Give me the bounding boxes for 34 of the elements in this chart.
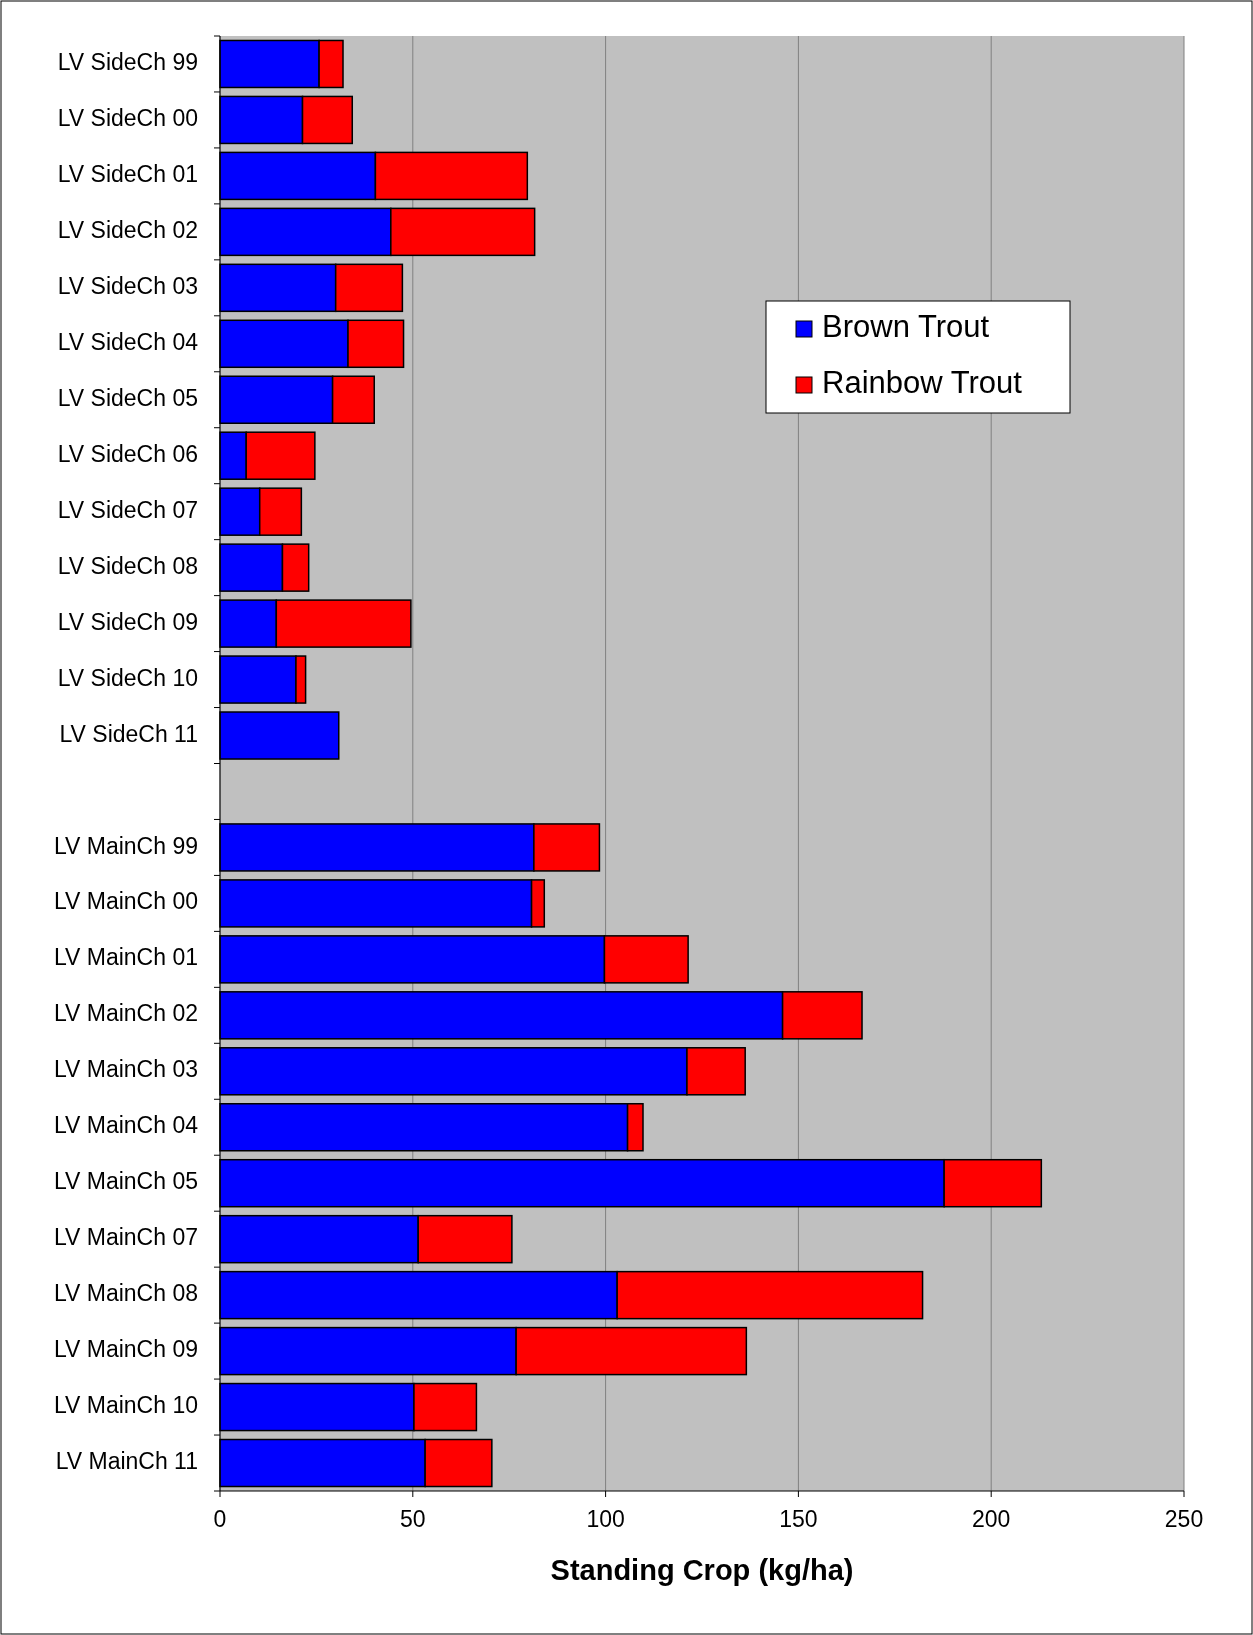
y-tick-label: LV SideCh 06 [57,440,198,467]
y-tick-label: LV SideCh 09 [57,608,198,635]
y-tick-label: LV SideCh 10 [57,664,198,691]
legend-label: Rainbow Trout [822,365,1023,401]
x-tick-label: 50 [400,1506,426,1532]
y-tick-label: LV MainCh 11 [55,1448,198,1475]
y-tick-label: LV MainCh 10 [53,1392,198,1419]
x-tick-label: 250 [1164,1506,1204,1532]
y-tick-label: LV MainCh 05 [53,1168,198,1195]
y-tick-label: LV SideCh 02 [57,216,198,243]
y-tick-label: LV MainCh 09 [53,1336,198,1363]
x-tick-label: 150 [779,1506,818,1532]
x-tick-label: 100 [586,1506,625,1532]
y-tick-label: LV SideCh 99 [57,49,198,76]
y-tick-label: LV SideCh 01 [57,160,198,187]
legend-label: Brown Trout [822,309,990,345]
y-tick-label: LV MainCh 01 [53,944,198,971]
y-tick-label: LV MainCh 02 [53,1000,198,1027]
x-tick-label: 0 [213,1506,227,1532]
x-axis-title: Standing Crop (kg/ha) [550,1554,854,1586]
y-tick-label: LV MainCh 08 [53,1280,198,1307]
y-tick-label: LV SideCh 00 [57,105,198,132]
y-tick-label: LV SideCh 11 [59,720,198,747]
y-tick-label: LV SideCh 05 [57,384,198,411]
y-tick-label: LV MainCh 99 [53,832,198,859]
y-tick-label: LV MainCh 03 [53,1056,198,1083]
y-tick-label: LV SideCh 04 [57,328,199,355]
y-tick-label: LV MainCh 00 [53,888,198,915]
y-tick-label: LV MainCh 04 [53,1112,199,1139]
y-tick-label: LV SideCh 03 [57,272,198,299]
y-tick-label: LV SideCh 07 [57,496,198,523]
y-tick-label: LV MainCh 07 [53,1224,198,1251]
x-tick-label: 200 [972,1506,1011,1532]
y-tick-label: LV SideCh 08 [57,552,198,579]
